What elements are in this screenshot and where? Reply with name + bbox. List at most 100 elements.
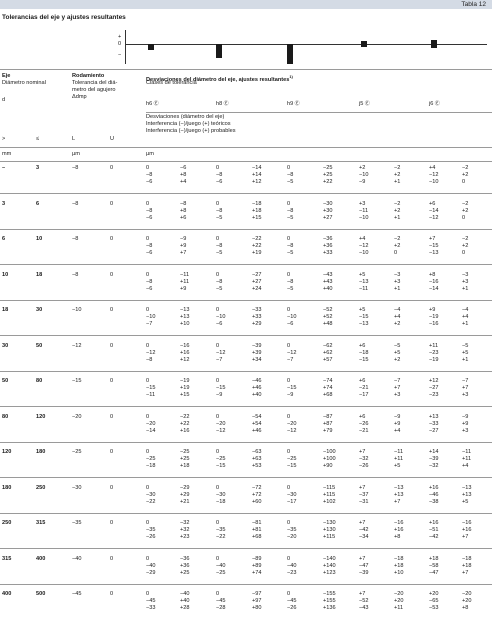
cell-value: −43: [323, 271, 333, 278]
cell-value: +81: [252, 527, 262, 533]
cell-value: +5: [359, 307, 366, 313]
cell-value: −16: [429, 278, 439, 285]
cell-value: +1: [394, 285, 401, 292]
cell-value: −7: [146, 321, 153, 327]
cell-value: +16: [394, 527, 404, 533]
cell-value: −8: [287, 243, 294, 249]
cell-value: −16: [462, 520, 472, 526]
cell-value: −16: [180, 342, 190, 349]
cell-value: −10: [359, 172, 369, 178]
cell-value: −37: [359, 491, 369, 498]
cell-value: −26: [359, 420, 369, 427]
header-rod-sub2: metro del agujero: [72, 87, 116, 93]
cell-value: 0: [216, 307, 220, 313]
rule: [0, 161, 492, 162]
zone-h6: [148, 44, 154, 50]
cell-value: 0: [146, 449, 150, 455]
cell-bearing-U: 0: [110, 449, 114, 455]
top-band: [0, 0, 492, 9]
cell-value: +34: [252, 356, 262, 363]
cell-bearing-U: 0: [110, 484, 114, 491]
cell-value: +74: [252, 569, 262, 576]
cell-value: −5: [216, 250, 223, 256]
cell-value: 0: [146, 307, 150, 313]
cell-value: +18: [462, 562, 472, 569]
cell-value: −7: [462, 378, 469, 384]
header-eje-sub: Diámetro nominal: [2, 80, 46, 86]
cell-value: +72: [252, 491, 262, 498]
rule: [0, 69, 492, 70]
cell-value: +3: [394, 278, 401, 285]
cell-value: −18: [394, 555, 404, 562]
cell-value: +87: [323, 420, 333, 427]
cell-value: +10: [394, 569, 404, 576]
cell-value: −12: [429, 214, 439, 221]
cell-value: +13: [180, 314, 190, 320]
cell-value: −14: [429, 207, 439, 214]
cell-value: −10: [287, 314, 297, 320]
cell-value: +7: [462, 385, 469, 391]
cell-value: +48: [323, 321, 333, 327]
cell-value: −15: [429, 243, 439, 249]
cell-value: −30: [216, 491, 226, 498]
cell-value: −43: [359, 605, 369, 611]
cell-value: +24: [252, 285, 262, 292]
cell-value: −13: [394, 484, 404, 491]
cell-value: −7: [394, 378, 401, 384]
cell-d-le: 3: [36, 165, 40, 171]
cell-value: −36: [323, 236, 333, 242]
cell-value: +123: [323, 569, 336, 576]
cell-value: +5: [462, 498, 469, 505]
cell-value: −5: [287, 250, 294, 256]
cell-value: −2: [394, 200, 401, 207]
cell-value: −27: [252, 271, 262, 278]
cell-value: −34: [359, 534, 369, 540]
cell-value: −6: [146, 250, 153, 256]
envelope-icon: Ⓔ: [222, 101, 229, 107]
header-U: U: [110, 136, 115, 142]
cell-value: +4: [394, 314, 401, 320]
cell-value: −11: [462, 449, 472, 455]
cell-value: +6: [429, 200, 436, 207]
cell-value: +39: [252, 349, 262, 356]
cell-value: +1: [462, 321, 469, 327]
cell-value: 0: [216, 449, 220, 455]
tolerance-class-h9: h9 Ⓔ: [287, 101, 300, 107]
cell-value: −130: [323, 520, 336, 526]
cell-value: +29: [180, 491, 190, 498]
diagram-zero-line: [125, 44, 487, 45]
cell-value: −12: [429, 172, 439, 178]
cell-value: −8: [146, 278, 153, 285]
cell-value: +8: [180, 172, 187, 178]
cell-value: −6: [216, 321, 223, 327]
cell-value: −16: [429, 321, 439, 327]
cell-value: −13: [180, 307, 190, 313]
cell-value: −40: [287, 562, 297, 569]
cell-value: 0: [216, 378, 220, 384]
cell-value: +11: [394, 605, 404, 611]
cell-value: +6: [359, 378, 366, 384]
cell-value: 0: [287, 342, 291, 349]
cell-value: −97: [252, 591, 262, 597]
cell-value: 0: [216, 165, 220, 171]
cell-value: 0: [462, 214, 466, 221]
cell-value: +27: [323, 214, 333, 221]
cell-value: −12: [146, 349, 156, 356]
envelope-icon: Ⓔ: [152, 101, 159, 107]
row-separator: [0, 406, 492, 407]
cell-value: −6: [180, 165, 187, 171]
cell-value: −15: [287, 385, 297, 391]
cell-value: +97: [252, 598, 262, 604]
cell-value: +8: [462, 605, 469, 611]
cell-bearing-U: 0: [110, 200, 114, 207]
cell-value: −33: [252, 307, 262, 313]
row-separator: [0, 477, 492, 478]
cell-value: +11: [394, 456, 404, 462]
cell-value: +20: [462, 598, 472, 604]
cell-value: −32: [429, 463, 439, 469]
cell-bearing-L: −8: [72, 271, 79, 278]
header-rod-sub1: Tolerancia del diá-: [72, 80, 118, 86]
cell-value: −45: [146, 598, 156, 604]
cell-value: −31: [359, 498, 369, 505]
zone-h8: [216, 44, 222, 58]
